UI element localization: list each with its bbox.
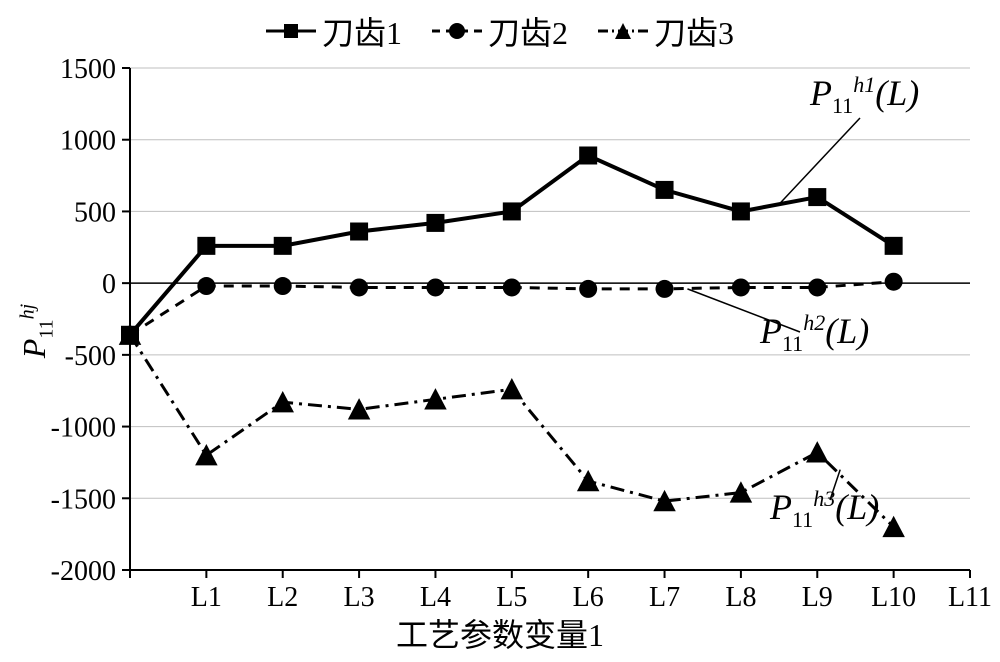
- svg-text:L7: L7: [649, 582, 680, 613]
- svg-text:L2: L2: [267, 582, 298, 613]
- svg-text:500: 500: [74, 197, 116, 228]
- svg-text:L9: L9: [802, 582, 833, 613]
- annotation-a1: P11h1(L): [810, 72, 919, 119]
- svg-text:1500: 1500: [60, 54, 116, 85]
- svg-text:-1000: -1000: [51, 413, 116, 444]
- svg-text:L11: L11: [948, 582, 992, 613]
- svg-text:L8: L8: [725, 582, 756, 613]
- svg-text:-2000: -2000: [51, 556, 116, 587]
- annotation-a3: P11h3(L): [770, 486, 879, 533]
- chart-container: 刀齿1 刀齿2 刀齿3 P11hj 工艺参数变量1 -2000-1500-100…: [0, 0, 1000, 662]
- svg-text:L4: L4: [420, 582, 451, 613]
- svg-text:L5: L5: [496, 582, 527, 613]
- svg-text:L10: L10: [871, 582, 916, 613]
- svg-text:-500: -500: [65, 341, 116, 372]
- svg-text:L3: L3: [344, 582, 375, 613]
- svg-text:L1: L1: [191, 582, 222, 613]
- svg-text:1000: 1000: [60, 126, 116, 157]
- svg-text:L6: L6: [573, 582, 604, 613]
- annotation-a2: P11h2(L): [760, 310, 869, 357]
- svg-text:0: 0: [102, 269, 116, 300]
- svg-text:-1500: -1500: [51, 484, 116, 515]
